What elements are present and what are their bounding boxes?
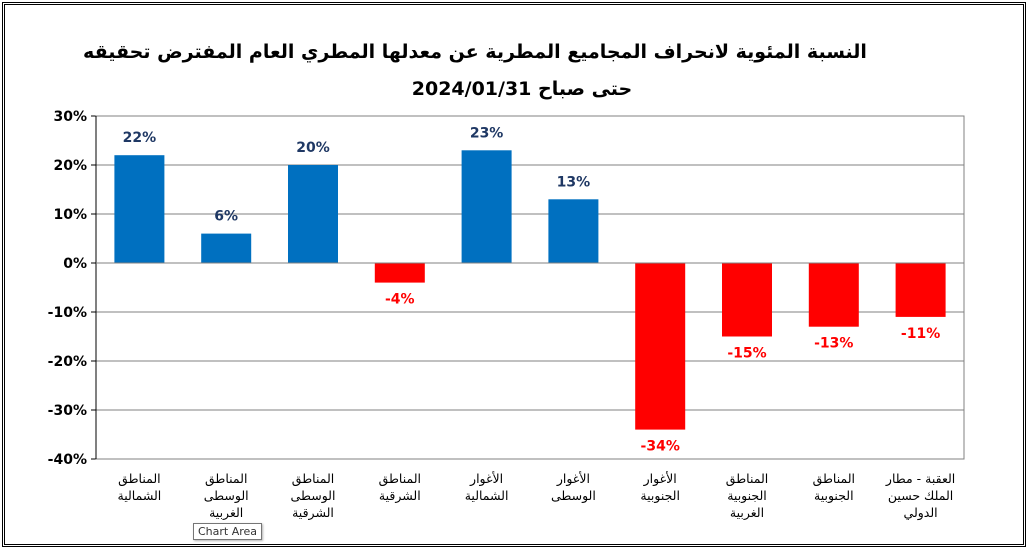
x-tick-label: المناطق الجنوبية xyxy=(813,471,855,504)
x-tick-label: العقبة - مطار الملك حسين الدولي xyxy=(885,471,955,521)
x-tick-label: المناطق الشمالية xyxy=(118,471,162,503)
bar xyxy=(288,165,338,263)
data-label: -11% xyxy=(901,326,940,342)
bar xyxy=(808,263,859,327)
y-tick-label: 30% xyxy=(53,109,87,125)
y-tick-label: -40% xyxy=(48,452,87,468)
y-tick-label: -10% xyxy=(48,305,87,321)
data-label: -34% xyxy=(641,439,680,455)
x-tick-label: الأغوار الجنوبية xyxy=(640,471,680,504)
chart-title-line-1: النسبة المئوية لانحراف المجاميع المطرية … xyxy=(83,41,867,64)
y-tick-label: 0% xyxy=(63,256,87,272)
x-tick-label: الأغوار الشمالية xyxy=(465,471,509,503)
data-label: -15% xyxy=(727,346,766,362)
data-label: 22% xyxy=(123,130,157,146)
y-tick-label: -20% xyxy=(48,354,87,370)
bar xyxy=(895,263,946,317)
bar xyxy=(461,150,512,263)
bar xyxy=(548,199,599,263)
data-label: 13% xyxy=(557,174,591,190)
x-tick-label: المناطق الوسطى الغربية xyxy=(204,471,249,521)
bar xyxy=(635,263,686,430)
bar xyxy=(374,263,425,283)
x-tick-label: المناطق الجنوبية الغربية xyxy=(726,471,768,521)
data-label: -13% xyxy=(814,336,853,352)
data-label: -4% xyxy=(385,292,415,308)
data-label: 23% xyxy=(470,125,504,141)
y-tick-label: -30% xyxy=(48,403,87,419)
y-tick-label: 20% xyxy=(53,158,87,174)
y-tick-label: 10% xyxy=(53,207,87,223)
chart-area-tooltip: Chart Area xyxy=(193,523,263,540)
data-label: 20% xyxy=(296,140,330,156)
plot-area: 30% 20% 10% 0% -10% -20% -30% -40% 22% المناطق الش… xyxy=(48,109,965,521)
data-label: 6% xyxy=(214,209,238,225)
bar xyxy=(201,233,252,263)
chart-title-line-2: حتى صباح 2024/01/31 xyxy=(412,78,633,100)
bar xyxy=(722,263,772,337)
x-tick-label: المناطق الشرقية xyxy=(379,471,421,504)
x-tick-label: الأغوار الوسطى xyxy=(551,471,596,504)
bar xyxy=(114,155,165,263)
x-tick-label: المناطق الوسطى الشرقية xyxy=(291,471,336,521)
